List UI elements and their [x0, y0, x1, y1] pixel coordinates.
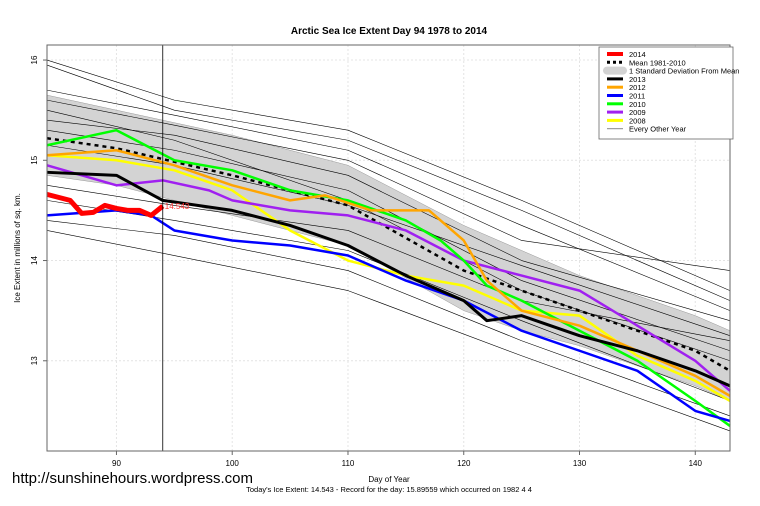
other-year-line — [46, 230, 731, 432]
chart-title: Arctic Sea Ice Extent Day 94 1978 to 201… — [291, 26, 488, 37]
legend-label: 2008 — [629, 116, 646, 125]
series-line-2011 — [46, 209, 731, 423]
y-tick-label: 13 — [30, 356, 39, 365]
x-tick-label: 130 — [573, 459, 587, 468]
other-year-line — [46, 144, 731, 337]
legend-label: 2011 — [629, 92, 645, 101]
plot-frame — [46, 44, 731, 452]
series-line-2014 — [46, 191, 165, 218]
series-line-2012 — [46, 149, 731, 397]
y-axis: 13 14 15 16 — [30, 55, 47, 365]
series-line-mean-1981-2010 — [46, 136, 731, 372]
x-tick-label: 140 — [689, 459, 703, 468]
watermark-url: http://sunshinehours.wordpress.com — [12, 470, 253, 487]
other-year-line — [46, 99, 731, 271]
legend-label: 2010 — [629, 100, 646, 109]
legend-label: 2014 — [629, 50, 646, 59]
legend-label: 2013 — [629, 75, 646, 84]
subtitle: Today's Ice Extent: 14.543 - Record for … — [246, 485, 532, 494]
other-year-line — [46, 220, 731, 417]
y-axis-label: Ice Extent in millions of sq. km. — [13, 193, 22, 303]
x-tick-label: 110 — [342, 459, 355, 468]
other-year-line — [46, 64, 731, 301]
x-tick-label: 120 — [457, 459, 471, 468]
legend-swatch — [603, 66, 627, 75]
x-axis: 90 100 110 120 130 140 — [112, 451, 702, 468]
legend-label: 2009 — [629, 108, 646, 117]
other-year-line — [46, 59, 731, 291]
series-line-2010 — [46, 128, 731, 427]
y-tick-label: 16 — [30, 55, 39, 64]
legend-label: Mean 1981-2010 — [629, 58, 686, 67]
series-lines — [46, 59, 731, 432]
other-year-line — [46, 129, 731, 352]
other-year-line — [46, 89, 731, 311]
series-line-2013 — [46, 170, 731, 388]
x-axis-label: Day of Year — [368, 475, 410, 484]
y-tick-label: 14 — [30, 256, 39, 265]
legend-label: 1 Standard Deviation From Mean — [629, 67, 739, 76]
current-value-label: 14.543 — [165, 202, 190, 211]
legend-label: 2012 — [629, 83, 646, 92]
x-tick-label: 90 — [112, 459, 121, 468]
x-tick-label: 100 — [226, 459, 240, 468]
series-line-2009 — [46, 164, 731, 392]
legend-label: Every Other Year — [629, 125, 687, 134]
y-tick-label: 15 — [30, 155, 39, 164]
